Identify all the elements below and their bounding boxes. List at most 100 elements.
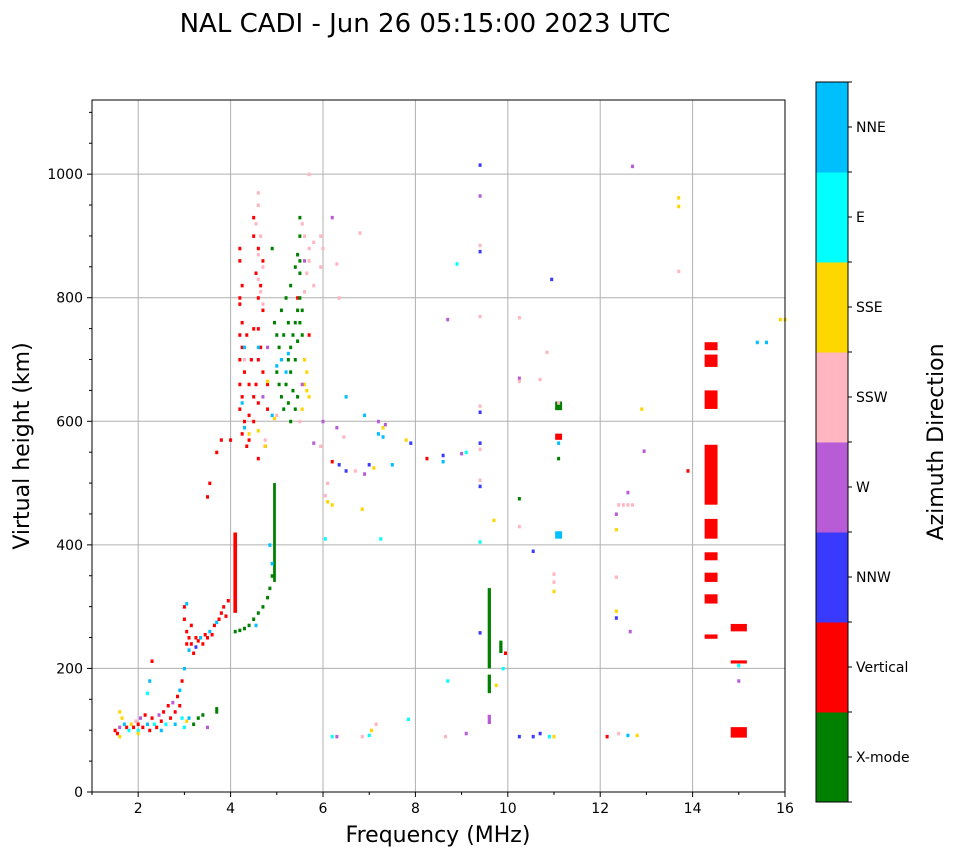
data-point (517, 376, 521, 381)
data-point (305, 271, 309, 275)
data-bar (704, 444, 718, 505)
colorbar-segment (816, 82, 848, 173)
data-point (222, 605, 226, 609)
data-point (150, 659, 154, 664)
data-point (363, 413, 367, 418)
data-point (367, 733, 371, 738)
data-point (277, 345, 281, 350)
data-point (441, 459, 445, 464)
data-point (252, 327, 256, 331)
data-point (206, 495, 209, 499)
data-point (446, 317, 450, 322)
data-point (118, 725, 122, 730)
data-point (303, 259, 307, 263)
data-point (335, 734, 339, 739)
data-point (478, 194, 482, 198)
data-point (136, 728, 140, 733)
data-point (185, 642, 189, 646)
data-point (552, 734, 556, 739)
data-point (296, 395, 300, 399)
data-point (266, 379, 270, 384)
data-point (300, 382, 304, 387)
data-point (307, 395, 311, 399)
data-point (303, 382, 307, 387)
data-point (275, 413, 279, 418)
data-point (240, 401, 244, 405)
data-point (372, 466, 376, 470)
data-point (296, 296, 300, 300)
data-point (229, 438, 233, 442)
data-point (626, 733, 630, 738)
data-point (626, 490, 630, 495)
data-point (256, 456, 260, 461)
data-point (379, 537, 383, 541)
colorbar-segment (816, 172, 848, 263)
colorbar-segment (816, 622, 848, 713)
data-point (145, 691, 149, 696)
data-point (303, 290, 307, 294)
x-axis: 2 4 6 8 10 12 14 16 (91, 792, 794, 817)
colorbar-segment (816, 352, 848, 443)
data-point (464, 450, 468, 455)
data-point (383, 422, 387, 427)
x-tick-label: 4 (226, 801, 235, 817)
data-point (517, 315, 521, 320)
colorbar-tick-label: Vertical (856, 660, 908, 676)
data-point (617, 731, 621, 736)
data-point (478, 484, 482, 489)
data-point (254, 222, 258, 226)
data-point (245, 444, 249, 448)
data-point (381, 425, 385, 430)
data-point (159, 719, 163, 723)
data-point (189, 642, 193, 646)
data-point (224, 614, 228, 618)
data-point (621, 503, 625, 507)
data-point (330, 734, 334, 739)
data-point (185, 629, 189, 634)
data-point (478, 163, 482, 167)
data-point (286, 351, 290, 356)
data-point (293, 407, 297, 411)
data-point (270, 413, 274, 418)
data-point (298, 271, 302, 275)
data-point (367, 463, 371, 467)
data-point (266, 595, 270, 600)
data-point (169, 716, 173, 720)
data-point (626, 503, 630, 507)
data-point (360, 734, 364, 739)
data-point (614, 575, 618, 579)
data-point (677, 196, 681, 200)
data-point (272, 320, 276, 325)
data-point (166, 704, 170, 708)
data-point (298, 234, 302, 238)
data-bar (704, 552, 718, 561)
data-point (323, 493, 327, 498)
data-point (642, 449, 646, 453)
plot-frame (91, 99, 786, 793)
data-point (240, 345, 244, 350)
data-point (293, 358, 297, 362)
data-point (298, 320, 302, 325)
data-point (256, 327, 260, 331)
data-point (157, 713, 161, 717)
data-point (219, 438, 223, 442)
data-point (180, 716, 184, 720)
data-point (635, 733, 639, 738)
data-point (136, 731, 140, 736)
data-point (187, 648, 191, 652)
data-bar (704, 390, 718, 409)
data-point (326, 500, 330, 504)
data-point (192, 722, 196, 727)
data-point (337, 463, 341, 467)
data-point (173, 710, 177, 714)
data-point (406, 717, 410, 722)
data-point (259, 283, 263, 288)
data-point (531, 734, 535, 739)
data-point (180, 679, 184, 683)
data-point (152, 722, 156, 727)
data-point (494, 683, 498, 688)
data-point (300, 308, 304, 313)
data-point (134, 719, 138, 723)
data-point (286, 358, 290, 362)
data-point (219, 611, 223, 615)
